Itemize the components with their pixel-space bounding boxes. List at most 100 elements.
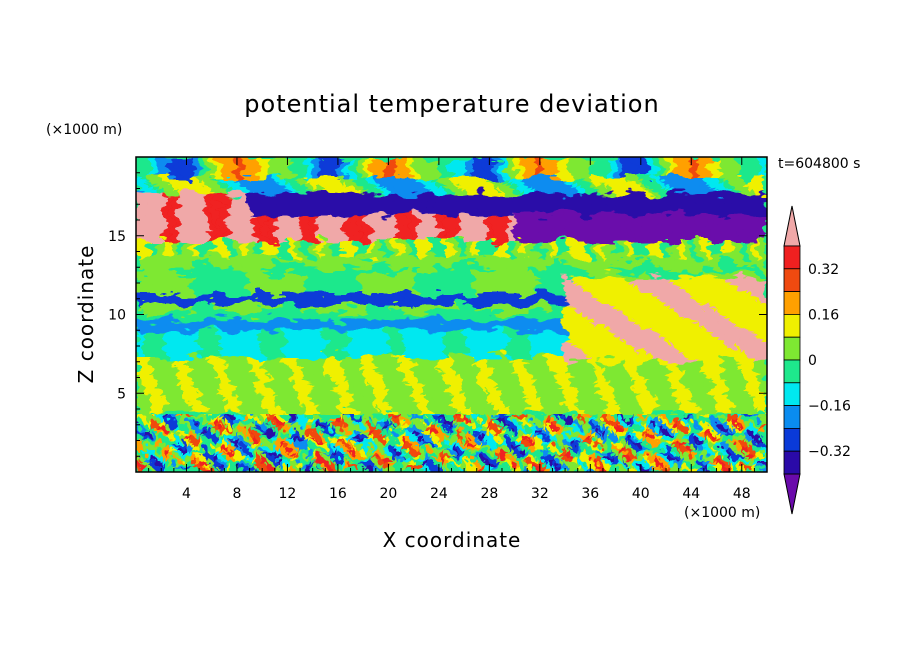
field-cell bbox=[374, 209, 382, 216]
field-cell bbox=[423, 340, 432, 347]
field-cell bbox=[402, 204, 411, 211]
field-cell bbox=[304, 314, 312, 321]
field-cell bbox=[556, 283, 565, 289]
field-cell bbox=[668, 403, 677, 410]
field-cell bbox=[556, 340, 565, 347]
field-cell bbox=[220, 214, 228, 221]
field-cell bbox=[542, 251, 551, 258]
field-cell bbox=[136, 367, 144, 373]
field-cell bbox=[759, 325, 767, 331]
field-cell bbox=[269, 225, 277, 232]
field-cell bbox=[367, 309, 375, 316]
field-cell bbox=[395, 288, 404, 295]
field-cell bbox=[444, 204, 453, 211]
field-cell bbox=[549, 204, 558, 211]
field-cell bbox=[150, 314, 158, 321]
field-cell bbox=[164, 445, 172, 452]
field-cell bbox=[192, 361, 200, 368]
field-cell bbox=[577, 298, 586, 305]
field-cell bbox=[577, 267, 586, 274]
field-cell bbox=[605, 304, 614, 310]
field-cell bbox=[514, 351, 523, 358]
field-cell bbox=[731, 388, 740, 394]
field-cell bbox=[584, 188, 593, 195]
field-cell bbox=[283, 235, 291, 242]
field-cell bbox=[339, 267, 347, 274]
field-cell bbox=[416, 435, 425, 442]
field-cell bbox=[325, 430, 333, 436]
field-cell bbox=[472, 325, 481, 331]
field-cell bbox=[325, 367, 333, 373]
field-cell bbox=[157, 403, 165, 410]
field-cell bbox=[360, 377, 368, 384]
field-cell bbox=[486, 419, 495, 426]
field-cell bbox=[535, 193, 544, 200]
field-cell bbox=[745, 409, 754, 415]
field-cell bbox=[507, 340, 516, 347]
field-cell bbox=[290, 298, 298, 305]
field-cell bbox=[402, 403, 411, 410]
field-cell bbox=[549, 298, 558, 305]
field-cell bbox=[164, 188, 172, 195]
field-cell bbox=[150, 246, 158, 253]
field-cell bbox=[605, 204, 614, 211]
field-cell bbox=[157, 256, 165, 263]
field-cell bbox=[563, 246, 572, 253]
field-cell bbox=[241, 319, 249, 326]
field-cell bbox=[409, 256, 418, 263]
field-cell bbox=[731, 393, 740, 400]
field-cell bbox=[479, 419, 488, 426]
field-cell bbox=[381, 256, 389, 263]
field-cell bbox=[507, 204, 516, 211]
field-cell bbox=[255, 230, 263, 237]
field-cell bbox=[570, 293, 579, 300]
field-cell bbox=[465, 256, 474, 263]
field-cell bbox=[521, 388, 530, 394]
field-cell bbox=[381, 335, 389, 342]
field-cell bbox=[381, 235, 389, 242]
field-cell bbox=[283, 267, 291, 274]
field-cell bbox=[479, 157, 488, 163]
field-cell bbox=[542, 409, 551, 415]
field-cell bbox=[542, 204, 551, 211]
field-cell bbox=[381, 414, 389, 421]
field-cell bbox=[472, 267, 481, 274]
field-cell bbox=[164, 377, 172, 384]
field-cell bbox=[248, 346, 256, 352]
field-cell bbox=[675, 256, 684, 263]
field-cell bbox=[542, 167, 551, 174]
field-cell bbox=[304, 356, 312, 363]
field-cell bbox=[465, 230, 474, 237]
field-cell bbox=[332, 277, 340, 284]
field-cell bbox=[381, 424, 389, 431]
field-cell bbox=[577, 351, 586, 358]
field-cell bbox=[521, 204, 530, 211]
field-cell bbox=[332, 367, 340, 373]
field-cell bbox=[640, 199, 649, 205]
field-cell bbox=[297, 251, 305, 258]
field-cell bbox=[290, 319, 298, 326]
field-cell bbox=[577, 304, 586, 310]
field-cell bbox=[486, 424, 495, 431]
field-cell bbox=[304, 367, 312, 373]
field-cell bbox=[752, 298, 761, 305]
field-cell bbox=[150, 214, 158, 221]
field-cell bbox=[493, 319, 502, 326]
field-cell bbox=[157, 361, 165, 368]
field-cell bbox=[206, 277, 214, 284]
field-cell bbox=[437, 419, 446, 426]
field-cell bbox=[717, 435, 726, 442]
field-cell bbox=[444, 288, 453, 295]
field-cell bbox=[248, 367, 256, 373]
field-cell bbox=[724, 325, 733, 331]
field-cell bbox=[164, 251, 172, 258]
field-cell bbox=[157, 424, 165, 431]
field-cell bbox=[731, 235, 740, 242]
field-cell bbox=[206, 356, 214, 363]
field-cell bbox=[430, 304, 439, 310]
field-cell bbox=[689, 167, 698, 174]
field-cell bbox=[213, 403, 221, 410]
field-cell bbox=[409, 372, 418, 379]
field-cell bbox=[724, 167, 733, 174]
field-cell bbox=[689, 319, 698, 326]
